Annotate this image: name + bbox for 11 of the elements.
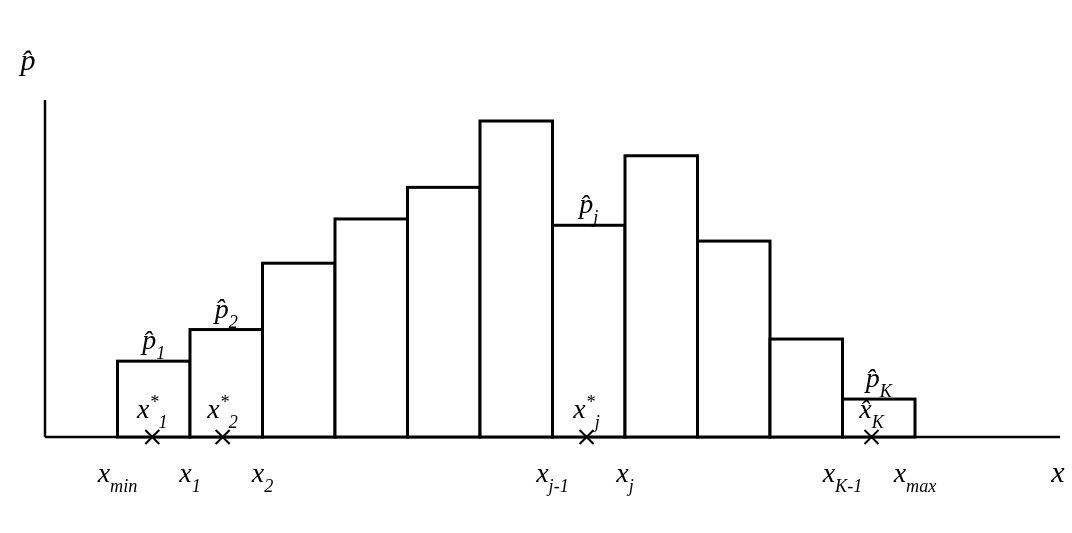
y-axis-title: p̂: [18, 43, 36, 76]
text: x$_{2}$: [250, 457, 274, 496]
annotation: p̂$_{1}$: [140, 324, 166, 364]
text: x$_{min}$: [96, 457, 138, 496]
x-axis-title: x: [1050, 455, 1066, 488]
annotation: p̂$_{2}$: [212, 292, 238, 332]
text: x$_{max}$: [892, 457, 937, 496]
text: x$_{K-1}$: [821, 457, 863, 496]
text: x$_{j-1}$: [535, 457, 569, 496]
text: x$_{1}$: [178, 457, 201, 496]
text: x$_{j}$: [615, 457, 634, 496]
